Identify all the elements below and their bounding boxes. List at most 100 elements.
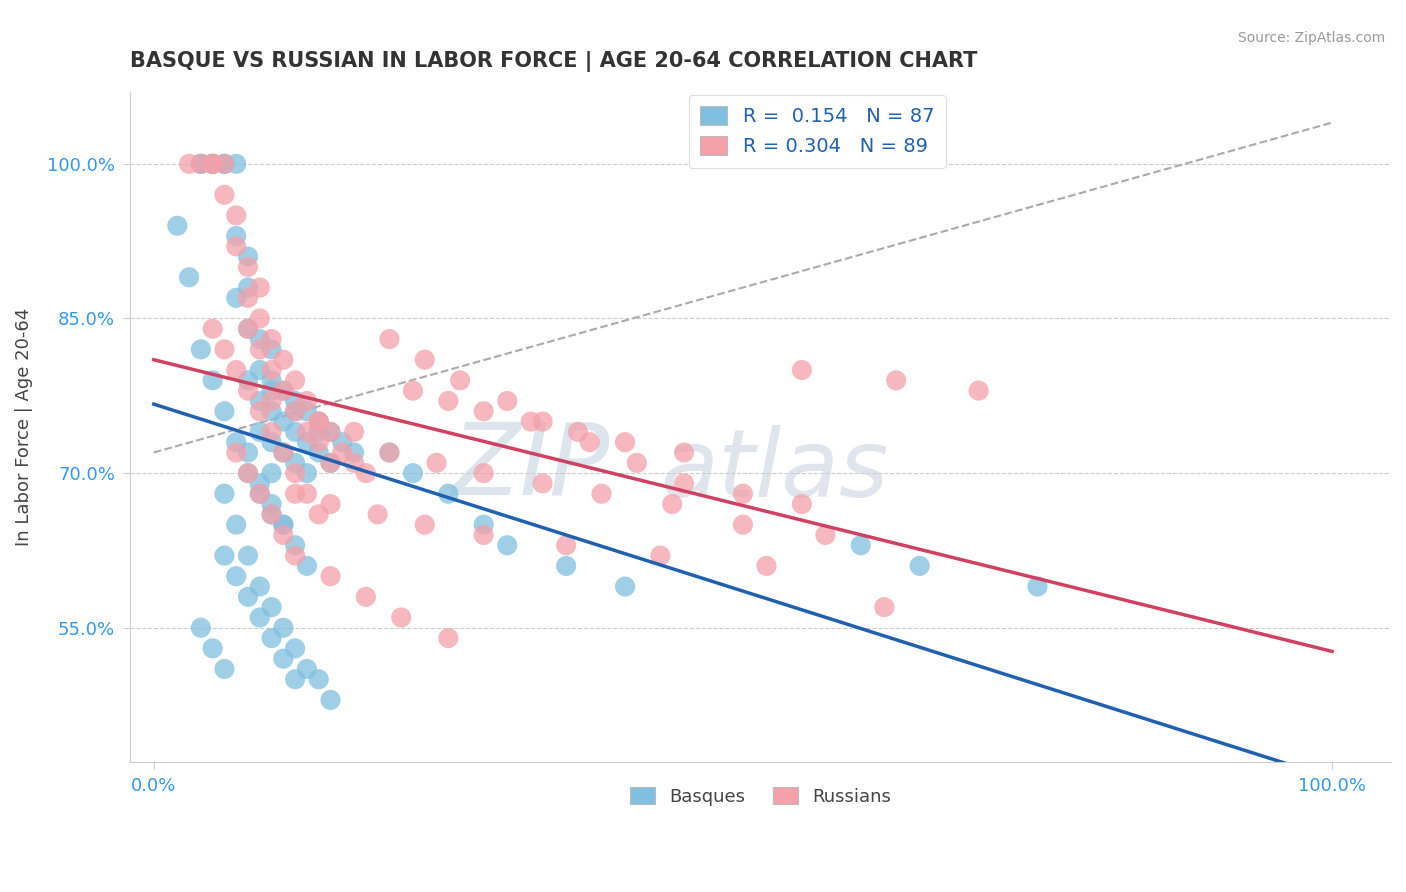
- Point: [472, 528, 495, 542]
- Point: [177, 157, 200, 171]
- Point: [284, 538, 307, 552]
- Point: [214, 157, 236, 171]
- Point: [295, 662, 318, 676]
- Point: [402, 466, 425, 480]
- Point: [273, 517, 295, 532]
- Point: [260, 600, 283, 615]
- Point: [214, 157, 236, 171]
- Point: [884, 373, 907, 387]
- Point: [225, 157, 247, 171]
- Point: [214, 404, 236, 418]
- Point: [201, 157, 224, 171]
- Point: [308, 415, 330, 429]
- Point: [273, 528, 295, 542]
- Point: [437, 631, 460, 645]
- Point: [236, 384, 259, 398]
- Point: [260, 343, 283, 357]
- Point: [295, 425, 318, 439]
- Point: [190, 343, 212, 357]
- Point: [249, 280, 271, 294]
- Text: ZIP: ZIP: [451, 418, 609, 516]
- Point: [236, 373, 259, 387]
- Point: [295, 393, 318, 408]
- Point: [343, 445, 366, 459]
- Point: [413, 352, 436, 367]
- Point: [378, 445, 401, 459]
- Point: [249, 363, 271, 377]
- Point: [472, 466, 495, 480]
- Point: [201, 322, 224, 336]
- Point: [201, 373, 224, 387]
- Point: [236, 590, 259, 604]
- Legend: Basques, Russians: Basques, Russians: [623, 780, 898, 813]
- Point: [260, 404, 283, 418]
- Point: [389, 610, 412, 624]
- Point: [284, 425, 307, 439]
- Point: [626, 456, 648, 470]
- Point: [402, 384, 425, 398]
- Point: [225, 208, 247, 222]
- Point: [755, 558, 778, 573]
- Point: [330, 435, 353, 450]
- Point: [236, 466, 259, 480]
- Point: [273, 621, 295, 635]
- Point: [672, 476, 695, 491]
- Point: [661, 497, 683, 511]
- Point: [273, 384, 295, 398]
- Point: [284, 404, 307, 418]
- Point: [284, 393, 307, 408]
- Point: [225, 569, 247, 583]
- Point: [731, 487, 754, 501]
- Point: [260, 393, 283, 408]
- Point: [225, 435, 247, 450]
- Point: [249, 425, 271, 439]
- Point: [236, 322, 259, 336]
- Point: [343, 456, 366, 470]
- Point: [249, 343, 271, 357]
- Point: [236, 445, 259, 459]
- Point: [260, 425, 283, 439]
- Point: [190, 157, 212, 171]
- Point: [295, 558, 318, 573]
- Point: [650, 549, 672, 563]
- Point: [520, 415, 543, 429]
- Point: [425, 456, 447, 470]
- Point: [319, 497, 342, 511]
- Point: [225, 229, 247, 244]
- Point: [284, 373, 307, 387]
- Point: [249, 487, 271, 501]
- Point: [201, 641, 224, 656]
- Point: [284, 487, 307, 501]
- Point: [273, 384, 295, 398]
- Point: [273, 445, 295, 459]
- Point: [214, 549, 236, 563]
- Point: [273, 352, 295, 367]
- Point: [614, 435, 637, 450]
- Point: [249, 404, 271, 418]
- Point: [378, 332, 401, 346]
- Point: [849, 538, 872, 552]
- Point: [249, 332, 271, 346]
- Point: [354, 466, 377, 480]
- Point: [496, 538, 519, 552]
- Point: [260, 384, 283, 398]
- Point: [531, 415, 554, 429]
- Point: [308, 445, 330, 459]
- Point: [449, 373, 471, 387]
- Point: [214, 343, 236, 357]
- Point: [437, 487, 460, 501]
- Point: [225, 239, 247, 253]
- Point: [214, 187, 236, 202]
- Point: [672, 445, 695, 459]
- Point: [308, 415, 330, 429]
- Point: [236, 322, 259, 336]
- Point: [531, 476, 554, 491]
- Point: [260, 466, 283, 480]
- Point: [319, 425, 342, 439]
- Text: atlas: atlas: [659, 425, 889, 516]
- Point: [166, 219, 188, 233]
- Point: [284, 456, 307, 470]
- Point: [330, 445, 353, 459]
- Point: [295, 404, 318, 418]
- Point: [437, 393, 460, 408]
